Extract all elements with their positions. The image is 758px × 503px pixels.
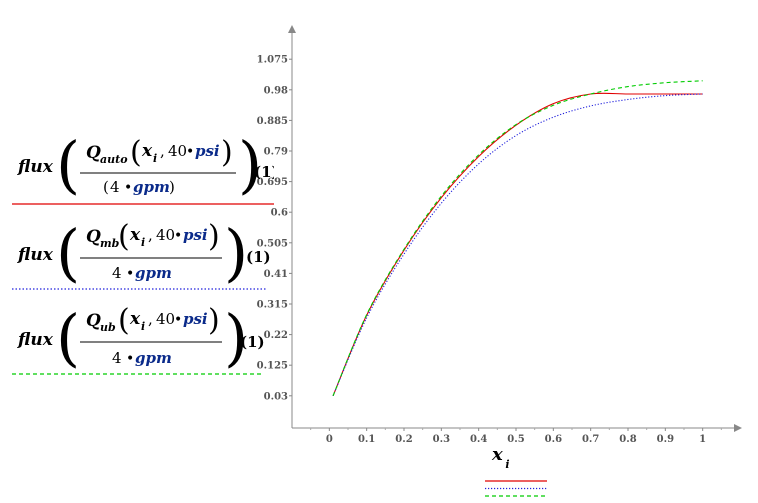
expr-var: x <box>129 225 141 245</box>
expr-sub: ub <box>100 321 116 334</box>
expression-mb-formula: flux ( Q mb ( x i , 40 • psi ) 4 • gpm )… <box>17 216 271 289</box>
paren-left: ( <box>130 135 142 170</box>
x-tick-label: 1 <box>699 434 706 445</box>
y-tick-label: 1.075 <box>257 55 288 66</box>
expr-fn: flux <box>17 157 54 177</box>
svg-text:): ) <box>169 178 175 196</box>
expr-var: x <box>129 309 141 329</box>
y-tick-label: 0.79 <box>264 147 288 158</box>
x-tick-label: 0.4 <box>470 434 487 445</box>
svg-text:(: ( <box>56 301 80 372</box>
y-tick-label: 0.22 <box>264 330 288 341</box>
series-line-1 <box>332 93 703 397</box>
expr-var-sub: i <box>153 152 157 165</box>
expression-mb: flux ( Q mb ( x i , 40 • psi ) 4 • gpm )… <box>14 214 274 292</box>
expression-auto: flux ( Q auto ( x i , 40 • psi ) ( 4 • g… <box>14 128 279 206</box>
expr-arg: 40 <box>168 142 187 160</box>
expression-ub: flux ( Q ub ( x i , 40 • psi ) 4 • gpm )… <box>14 298 274 376</box>
y-tick-label: 0.315 <box>257 299 288 310</box>
x-axis-label-sub: i <box>505 458 509 471</box>
expr-den-unit: gpm <box>135 264 172 282</box>
expr-den-num: 4 <box>112 349 122 367</box>
y-tick-label: 0.695 <box>257 177 288 188</box>
y-tick-label: 0.03 <box>264 391 288 402</box>
x-tick-label: 0.5 <box>507 434 524 445</box>
x-tick-label: 0.8 <box>619 434 636 445</box>
expr-q: Q <box>86 143 101 163</box>
x-tick-label: 0 <box>326 434 333 445</box>
svg-text:•: • <box>126 351 134 367</box>
svg-text:): ) <box>224 216 248 288</box>
expr-den-unit: gpm <box>135 349 172 367</box>
series-line-0 <box>332 92 703 397</box>
expr-den-unit: gpm <box>133 178 170 196</box>
expr-index: (1) <box>254 163 274 181</box>
big-paren-right: ) <box>238 128 262 201</box>
x-axis-arrow <box>734 424 742 432</box>
svg-text:•: • <box>174 312 182 328</box>
svg-text:): ) <box>208 219 220 254</box>
expr-fn: flux <box>17 330 54 350</box>
expr-index: (1) <box>246 248 271 266</box>
expr-q: Q <box>86 311 101 331</box>
svg-text:•: • <box>186 144 194 160</box>
expr-fn: flux <box>17 245 54 265</box>
x-axis-label: x <box>491 444 503 465</box>
x-tick-label: 0.2 <box>395 434 412 445</box>
svg-text:): ) <box>208 303 220 338</box>
series-line-2 <box>332 80 703 397</box>
svg-text:,: , <box>160 142 165 160</box>
svg-text:•: • <box>174 228 182 244</box>
expr-arg: 40 <box>156 226 175 244</box>
y-tick-label: 0.125 <box>257 361 288 372</box>
svg-text:): ) <box>224 301 248 372</box>
expression-ub-formula: flux ( Q ub ( x i , 40 • psi ) 4 • gpm )… <box>17 301 265 374</box>
expr-sub: auto <box>100 153 128 166</box>
paren-right: ) <box>221 135 233 170</box>
x-tick-label: 0.7 <box>582 434 599 445</box>
expr-var-sub: i <box>141 320 145 333</box>
y-axis-arrow <box>288 25 296 33</box>
expr-den-num: 4 <box>110 178 120 196</box>
x-tick-label: 0.6 <box>545 434 562 445</box>
svg-text:(: ( <box>103 178 109 196</box>
x-tick-label: 0.9 <box>657 434 674 445</box>
expr-sub: mb <box>100 237 120 250</box>
svg-text:•: • <box>126 266 134 282</box>
y-tick-label: 0.6 <box>271 208 288 219</box>
expr-q: Q <box>86 227 101 247</box>
svg-text:•: • <box>124 180 132 196</box>
y-tick-label: 0.505 <box>257 238 288 249</box>
svg-text:(: ( <box>118 303 130 338</box>
svg-text:(: ( <box>118 219 130 254</box>
svg-text:,: , <box>148 226 153 244</box>
svg-text:,: , <box>148 310 153 328</box>
expr-var-sub: i <box>141 236 145 249</box>
y-tick-label: 0.98 <box>264 85 288 96</box>
x-tick-label: 0.3 <box>433 434 450 445</box>
expr-index: (1) <box>240 333 265 351</box>
expression-underlines <box>12 203 274 375</box>
y-tick-label: 0.885 <box>257 116 288 127</box>
expr-unit: psi <box>183 310 208 328</box>
y-tick-label: 0.41 <box>264 269 288 280</box>
expression-auto-formula: flux ( Q auto ( x i , 40 • psi ) ( 4 • g… <box>17 128 279 201</box>
expr-unit: psi <box>195 142 220 160</box>
expr-unit: psi <box>183 226 208 244</box>
big-paren-left: ( <box>56 128 80 201</box>
x-tick-label: 0.1 <box>358 434 375 445</box>
expr-arg: 40 <box>156 310 175 328</box>
svg-text:(: ( <box>56 216 80 288</box>
expr-var: x <box>141 141 153 161</box>
expr-den-num: 4 <box>112 264 122 282</box>
